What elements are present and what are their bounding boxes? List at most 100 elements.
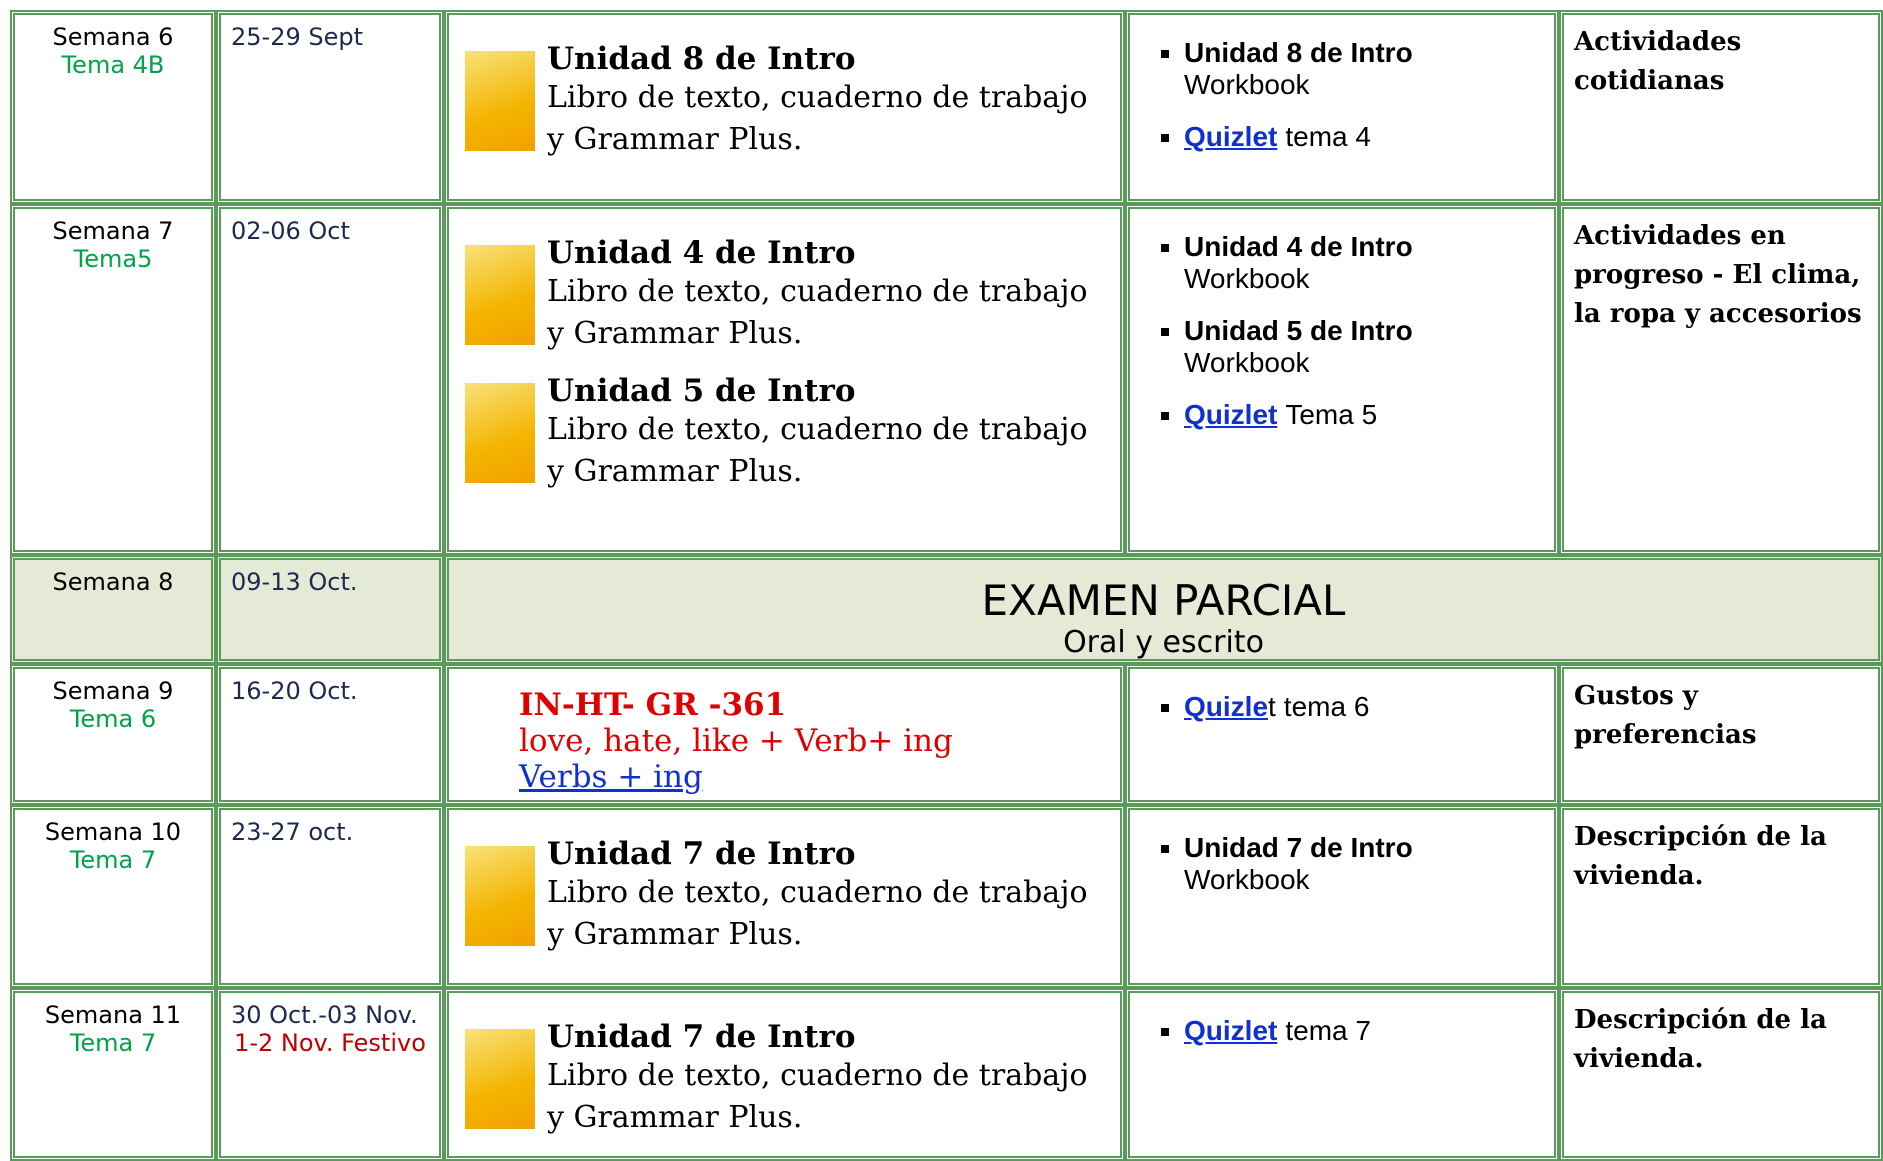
grammar-code: IN-HT- GR -361 [519, 687, 787, 723]
dates-label: 02-06 Oct [231, 217, 350, 245]
holiday-note: 1-2 Nov. Festivo [234, 1029, 426, 1057]
content-item: Unidad 7 de Intro Libro de texto, cuadern… [465, 1019, 1110, 1139]
exam-subtitle: Oral y escrito [1063, 625, 1264, 660]
exam-title: EXAMEN PARCIAL [981, 576, 1346, 625]
task-title: Unidad 8 de Intro [1184, 37, 1413, 68]
quizlet-link[interactable]: Quizle [1184, 691, 1269, 722]
dates-label: 30 Oct.-03 Nov. [231, 1001, 418, 1029]
content-cell: Unidad 7 de Intro Libro de texto, cuadern… [444, 805, 1125, 988]
week-cell: Semana 6 Tema 4B [10, 10, 216, 204]
week-cell: Semana 8 [10, 555, 216, 664]
topic-cell: Gustos y preferencias [1559, 664, 1883, 805]
content-description: Libro de texto, cuaderno de trabajo y Gr… [547, 1058, 1088, 1135]
week-label: Semana 10 [44, 818, 182, 846]
content-cell: Unidad 7 de Intro Libro de texto, cuadern… [444, 988, 1125, 1161]
week-label: Semana 8 [52, 568, 174, 596]
book-cover [465, 1029, 535, 1129]
task-text: tema 7 [1285, 1015, 1371, 1046]
content-description: Libro de texto, cuaderno de trabajo y Gr… [547, 274, 1088, 351]
topic-cell: Actividades cotidianas [1559, 10, 1883, 204]
theme-label: Tema 6 [69, 705, 157, 733]
week-cell: Semana 7 Tema5 [10, 204, 216, 555]
task-text: Workbook [1184, 69, 1310, 100]
dates-cell: 02-06 Oct [216, 204, 444, 555]
dates-label: 25-29 Sept [231, 23, 364, 51]
book-cover [465, 846, 535, 946]
quizlet-link[interactable]: Quizlet [1184, 121, 1278, 152]
content-item: Unidad 8 de Intro Libro de texto, cuadern… [465, 41, 1110, 161]
topic-text: Actividades cotidianas [1574, 27, 1742, 96]
content-text: Unidad 5 de Intro Libro de texto, cuadern… [547, 373, 1110, 493]
task-title: Unidad 5 de Intro [1184, 315, 1413, 346]
week-cell: Semana 10 Tema 7 [10, 805, 216, 988]
theme-label: Tema5 [73, 245, 153, 273]
dates-cell: 30 Oct.-03 Nov. 1-2 Nov. Festivo [216, 988, 444, 1161]
task-text: Workbook [1184, 347, 1310, 378]
content-item: Unidad 5 de Intro Libro de texto, cuadern… [465, 373, 1110, 493]
week-label: Semana 9 [52, 677, 174, 705]
content-title: Unidad 7 de Intro [547, 836, 856, 872]
content-text: Unidad 4 de Intro Libro de texto, cuadern… [547, 235, 1110, 355]
dates-label: 23-27 oct. [231, 818, 354, 846]
content-description: Libro de texto, cuaderno de trabajo y Gr… [547, 875, 1088, 952]
content-item: Unidad 4 de Intro Libro de texto, cuadern… [465, 235, 1110, 355]
link-suffix: t [1268, 691, 1276, 722]
topic-cell: Actividades en progreso - El clima, la r… [1559, 204, 1883, 555]
theme-label: Tema 4B [61, 51, 165, 79]
dates-label: 16-20 Oct. [231, 677, 358, 705]
content-description: Libro de texto, cuaderno de trabajo y Gr… [547, 412, 1088, 489]
content-text: Unidad 7 de Intro Libro de texto, cuadern… [547, 1019, 1110, 1139]
content-cell: IN-HT- GR -361 love, hate, like + Verb+ i… [444, 664, 1125, 805]
content-text: Unidad 7 de Intro Libro de texto, cuadern… [547, 836, 1110, 956]
content-title: Unidad 8 de Intro [547, 41, 856, 77]
content-title: Unidad 4 de Intro [547, 235, 856, 271]
grammar-block: IN-HT- GR -361 love, hate, like + Verb+ i… [519, 687, 1110, 795]
topic-text: Descripción de la vivienda. [1574, 1005, 1827, 1074]
week-cell: Semana 11 Tema 7 [10, 988, 216, 1161]
topic-text: Descripción de la vivienda. [1574, 822, 1827, 891]
quizlet-link[interactable]: Quizlet [1184, 399, 1278, 430]
dates-cell: 25-29 Sept [216, 10, 444, 204]
week-label: Semana 7 [52, 217, 174, 245]
theme-label: Tema 7 [69, 1029, 157, 1057]
task-text: Tema 5 [1285, 399, 1378, 430]
task-text: tema 4 [1285, 121, 1371, 152]
dates-cell: 09-13 Oct. [216, 555, 444, 664]
topic-cell: Descripción de la vivienda. [1559, 988, 1883, 1161]
quizlet-link[interactable]: Quizlet [1184, 1015, 1278, 1046]
content-cell: Unidad 8 de Intro Libro de texto, cuadern… [444, 10, 1125, 204]
grammar-link[interactable]: Verbs + ing [519, 759, 703, 795]
dates-label: 09-13 Oct. [231, 568, 358, 596]
exam-cell: EXAMEN PARCIAL Oral y escrito [444, 555, 1883, 664]
task-text: tema 6 [1283, 691, 1370, 722]
week-cell: Semana 9 Tema 6 [10, 664, 216, 805]
content-description: Libro de texto, cuaderno de trabajo y Gr… [547, 80, 1088, 157]
task-text: Workbook [1184, 263, 1310, 294]
topic-text: Gustos y preferencias [1574, 681, 1757, 750]
content-title: Unidad 7 de Intro [547, 1019, 856, 1055]
week-label: Semana 6 [52, 23, 174, 51]
topic-text: Actividades en progreso - El clima, la r… [1574, 221, 1862, 329]
topic-cell: Descripción de la vivienda. [1559, 805, 1883, 988]
content-item: Unidad 7 de Intro Libro de texto, cuadern… [465, 836, 1110, 956]
dates-cell: 23-27 oct. [216, 805, 444, 988]
